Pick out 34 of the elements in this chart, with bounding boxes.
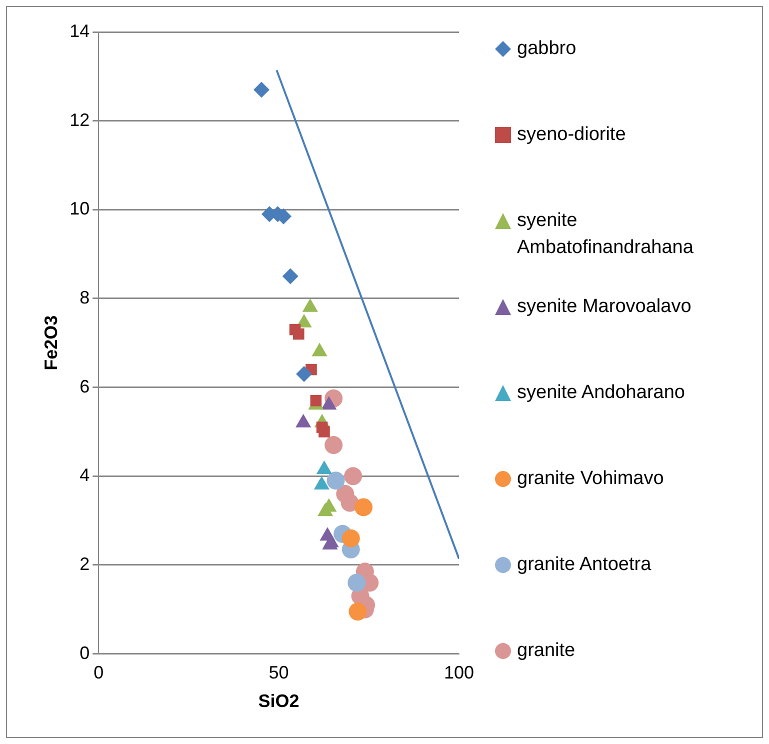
legend-label: syenite Andoharano <box>517 381 686 405</box>
y-tick-label: 8 <box>80 287 90 308</box>
point <box>348 574 366 592</box>
point <box>292 328 304 340</box>
point <box>354 498 372 516</box>
y-tick-label: 0 <box>80 642 90 663</box>
legend-label: syenite Marovoalavo <box>517 295 692 319</box>
y-tick-label: 14 <box>70 20 90 41</box>
point <box>254 82 270 98</box>
legend-label: granite Vohimavo <box>517 467 665 491</box>
point <box>318 426 330 438</box>
point <box>326 472 345 490</box>
y-axis-title: Fe2O3 <box>40 315 61 370</box>
x-tick-label: 0 <box>94 662 104 683</box>
point <box>296 366 312 382</box>
x-tick-label: 50 <box>268 662 289 683</box>
point <box>282 268 298 284</box>
y-tick-label: 10 <box>70 198 90 219</box>
y-tick-label: 6 <box>80 376 90 396</box>
x-axis-title: SiO2 <box>258 691 300 712</box>
legend-label: granite Antoetra <box>517 553 652 577</box>
point <box>348 602 367 621</box>
y-tick-label: 12 <box>70 110 90 130</box>
legend-label: gabbro <box>517 37 578 61</box>
point <box>344 467 362 486</box>
legend-label: syeno-diorite <box>517 123 627 147</box>
point <box>342 529 360 548</box>
point <box>310 394 322 406</box>
point <box>324 436 343 454</box>
y-tick-label: 4 <box>80 465 90 486</box>
y-tick-label: 2 <box>80 554 90 574</box>
x-tick-label: 100 <box>444 662 474 683</box>
legend-label: syenite Ambatofinandrahana <box>517 209 694 260</box>
legend-label: granite <box>517 639 576 663</box>
